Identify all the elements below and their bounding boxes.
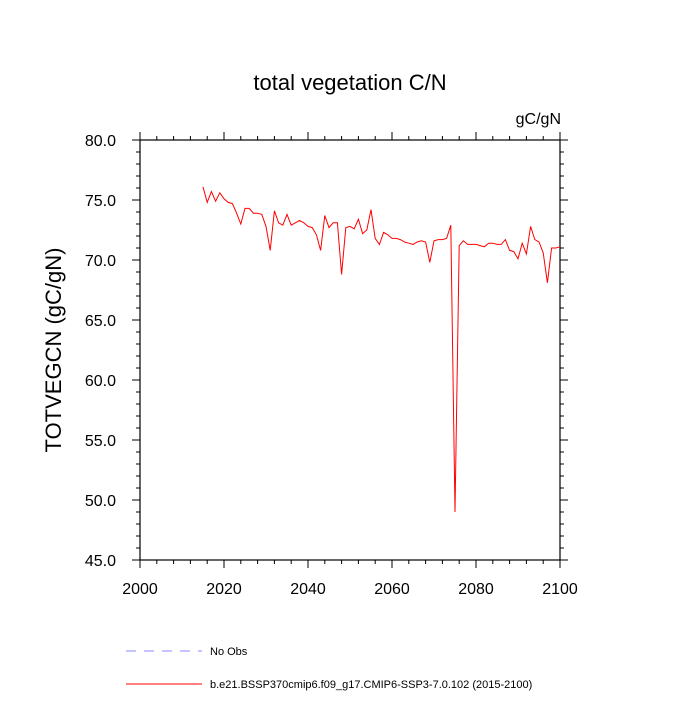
x-tick-label: 2000 xyxy=(122,581,158,598)
y-tick-labels: 45.0 50.0 55.0 60.0 65.0 70.0 75.0 80.0 xyxy=(85,133,116,570)
legend: No Obs b.e21.BSSP370cmip6.f09_g17.CMIP6-… xyxy=(126,646,532,691)
y-tick-label: 70.0 xyxy=(85,253,116,270)
y-tick-label: 55.0 xyxy=(85,433,116,450)
y-tick-label: 60.0 xyxy=(85,373,116,390)
x-tick-label: 2040 xyxy=(290,581,326,598)
y-tick-label: 65.0 xyxy=(85,313,116,330)
series-line xyxy=(202,186,561,513)
series-lines xyxy=(202,186,561,513)
legend-label-model: b.e21.BSSP370cmip6.f09_g17.CMIP6-SSP3-7.… xyxy=(210,679,532,691)
x-tick-label: 2060 xyxy=(374,581,410,598)
y-tick-label: 50.0 xyxy=(85,493,116,510)
chart-title: total vegetation C/N xyxy=(253,70,446,95)
units-label: gC/gN xyxy=(516,111,561,128)
plot-frame xyxy=(139,139,561,561)
y-tick-label: 80.0 xyxy=(85,133,116,150)
tick-marks xyxy=(132,132,568,568)
x-tick-label: 2020 xyxy=(206,581,242,598)
x-tick-labels: 2000 2020 2040 2060 2080 2100 xyxy=(122,581,578,598)
y-axis-label: TOTVEGCN (gC/gN) xyxy=(41,248,66,453)
legend-label-obs: No Obs xyxy=(210,646,248,658)
y-tick-label: 75.0 xyxy=(85,193,116,210)
x-tick-label: 2080 xyxy=(458,581,494,598)
y-tick-label: 45.0 xyxy=(85,553,116,570)
x-tick-label: 2100 xyxy=(542,581,578,598)
